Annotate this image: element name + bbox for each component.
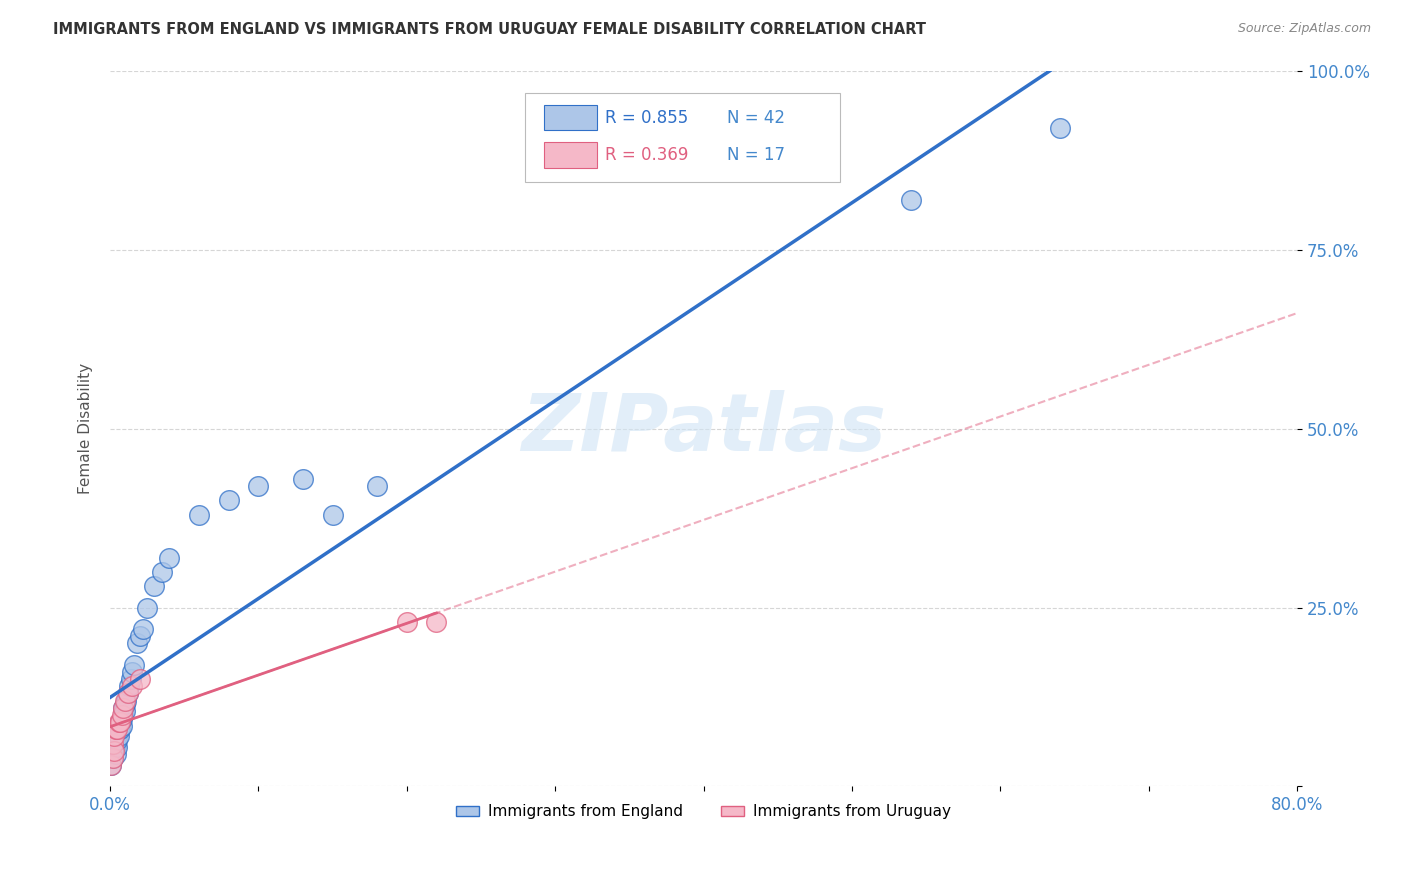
Point	[121, 679, 143, 693]
Text: N = 17: N = 17	[727, 145, 786, 164]
Point	[104, 730, 127, 744]
Point	[366, 479, 388, 493]
Point	[108, 715, 131, 730]
Point	[425, 615, 447, 629]
Point	[114, 704, 136, 718]
Point	[247, 479, 270, 493]
Point	[114, 697, 136, 711]
Point	[103, 737, 125, 751]
Point	[104, 737, 127, 751]
Point	[110, 715, 132, 730]
Point	[114, 693, 136, 707]
Text: N = 42: N = 42	[727, 109, 786, 127]
Point	[128, 672, 150, 686]
Point	[143, 579, 166, 593]
Point	[100, 758, 122, 772]
Point	[218, 493, 240, 508]
Point	[103, 744, 125, 758]
Point	[322, 508, 344, 522]
Text: ZIPatlas: ZIPatlas	[522, 390, 886, 467]
Point	[120, 672, 142, 686]
Point	[105, 723, 128, 737]
Point	[103, 730, 125, 744]
Point	[118, 679, 141, 693]
Point	[108, 723, 131, 737]
Point	[125, 636, 148, 650]
Point	[101, 737, 124, 751]
Point	[103, 740, 125, 755]
Point	[131, 622, 153, 636]
Point	[395, 615, 418, 629]
Point	[900, 193, 922, 207]
Point	[112, 707, 135, 722]
FancyBboxPatch shape	[526, 93, 841, 182]
Point	[101, 751, 124, 765]
Point	[115, 693, 138, 707]
Text: IMMIGRANTS FROM ENGLAND VS IMMIGRANTS FROM URUGUAY FEMALE DISABILITY CORRELATION: IMMIGRANTS FROM ENGLAND VS IMMIGRANTS FR…	[53, 22, 927, 37]
Point	[101, 751, 124, 765]
Text: Source: ZipAtlas.com: Source: ZipAtlas.com	[1237, 22, 1371, 36]
Point	[111, 719, 134, 733]
Text: R = 0.855: R = 0.855	[605, 109, 689, 127]
Y-axis label: Female Disability: Female Disability	[79, 363, 93, 494]
Point	[150, 565, 173, 579]
Point	[104, 747, 127, 762]
Point	[101, 744, 124, 758]
Legend: Immigrants from England, Immigrants from Uruguay: Immigrants from England, Immigrants from…	[450, 798, 957, 825]
Point	[188, 508, 211, 522]
Point	[111, 707, 134, 722]
Point	[105, 723, 128, 737]
Point	[117, 686, 139, 700]
Point	[121, 665, 143, 679]
Point	[291, 472, 314, 486]
Point	[128, 629, 150, 643]
Point	[111, 712, 134, 726]
Point	[110, 723, 132, 737]
Point	[157, 550, 180, 565]
FancyBboxPatch shape	[544, 104, 596, 130]
Point	[105, 733, 128, 747]
Point	[112, 700, 135, 714]
Point	[1049, 121, 1071, 136]
Point	[122, 657, 145, 672]
Text: R = 0.369: R = 0.369	[605, 145, 689, 164]
Point	[108, 730, 131, 744]
Point	[110, 715, 132, 730]
Point	[104, 723, 127, 737]
Point	[100, 758, 122, 772]
Point	[112, 700, 135, 714]
FancyBboxPatch shape	[544, 142, 596, 168]
Point	[117, 686, 139, 700]
Point	[105, 740, 128, 755]
Point	[136, 600, 159, 615]
